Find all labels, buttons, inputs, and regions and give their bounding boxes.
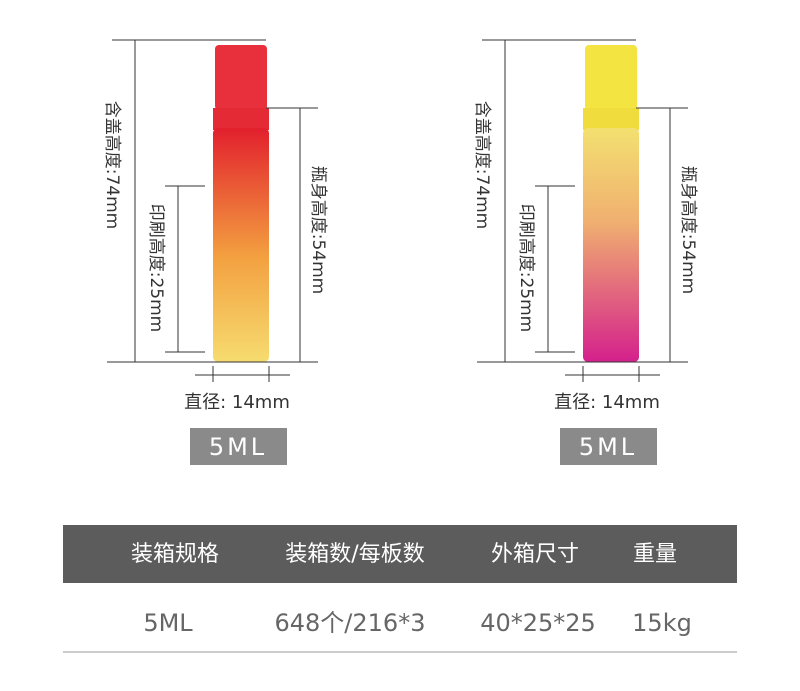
body-height: 瓶身高度:54mm	[678, 166, 698, 294]
product: 含盖高度:74mm 瓶身高度:54mm 印刷高度:25mm 直径: 14mm 5…	[102, 39, 328, 465]
table-cell: 15kg	[632, 609, 692, 637]
bottle-cap	[215, 45, 267, 110]
label-box	[190, 428, 287, 465]
label-box	[560, 428, 657, 465]
table-cell: 5ML	[143, 609, 193, 637]
body-height: 瓶身高度:54mm	[308, 166, 328, 294]
table-header: 装箱数/每板数	[285, 542, 424, 567]
cap-height: 含盖高度:74mm	[102, 101, 122, 229]
table-header-bg	[63, 525, 737, 583]
bottle-body	[213, 128, 269, 362]
table-header: 装箱规格	[131, 542, 219, 567]
bottle-neck	[213, 108, 269, 130]
bottle-cap	[585, 45, 637, 110]
print-height: 印刷高度:25mm	[516, 204, 536, 332]
size-label: 5ML	[579, 433, 637, 461]
table-cell: 648个/216*3	[275, 609, 426, 637]
dimension-lines	[107, 39, 318, 382]
diameter: 直径: 14mm	[184, 392, 290, 413]
table-header: 外箱尺寸	[491, 542, 579, 567]
product: 含盖高度:74mm 瓶身高度:54mm 印刷高度:25mm 直径: 14mm 5…	[472, 39, 698, 465]
table-header: 重量	[633, 542, 677, 567]
cap-height: 含盖高度:74mm	[472, 101, 492, 229]
dimension-lines	[477, 39, 688, 382]
print-height: 印刷高度:25mm	[146, 204, 166, 332]
diameter: 直径: 14mm	[554, 392, 660, 413]
table-cell: 40*25*25	[480, 609, 596, 637]
size-label: 5ML	[209, 433, 267, 461]
bottle-neck	[583, 108, 639, 130]
bottle-body	[583, 128, 639, 362]
